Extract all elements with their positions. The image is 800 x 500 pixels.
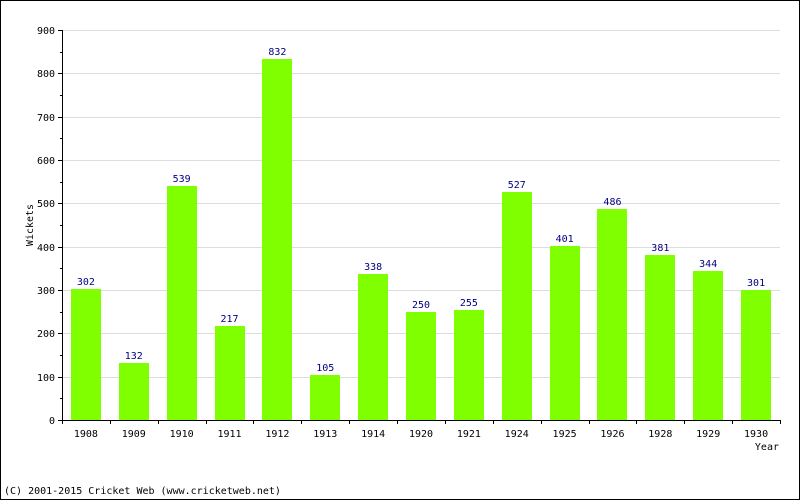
value-labels: 302 132 539 217 832 105 338 250 255 527 401 486 381 3… (77, 47, 765, 374)
y-tick-label: 100 (37, 373, 55, 384)
bar-1929 (693, 271, 723, 420)
bar-1924 (502, 192, 532, 420)
bar-1928 (645, 255, 675, 420)
bars (71, 59, 771, 421)
y-axis-label: Wickets (25, 204, 36, 246)
x-tick-label: 1920 (409, 429, 433, 440)
value-label-1911: 217 (221, 314, 239, 325)
value-label-1912: 832 (268, 47, 286, 58)
y-tick-labels: 0 100 200 300 400 500 600 700 800 900 (37, 26, 55, 427)
bar-1910 (167, 186, 197, 420)
x-tick-label: 1910 (170, 429, 194, 440)
bar-1926 (597, 209, 627, 420)
x-tick-label: 1908 (74, 429, 98, 440)
bar-1914 (358, 274, 388, 420)
y-tick-label: 500 (37, 199, 55, 210)
value-label-1913: 105 (316, 363, 334, 374)
y-tick-label: 700 (37, 113, 55, 124)
value-label-1910: 539 (173, 174, 191, 185)
x-tick-label: 1909 (122, 429, 146, 440)
x-axis-label: Year (755, 442, 779, 453)
bar-1912 (262, 59, 292, 420)
bar-1925 (550, 246, 580, 420)
x-tick-label: 1912 (265, 429, 289, 440)
bar-1911 (215, 326, 245, 420)
x-tick-label: 1921 (457, 429, 481, 440)
value-label-1925: 401 (556, 234, 574, 245)
x-tick-label: 1928 (648, 429, 672, 440)
value-label-1909: 132 (125, 351, 143, 362)
x-tick-label: 1926 (600, 429, 624, 440)
bar-1909 (119, 363, 149, 420)
copyright-footer: (C) 2001-2015 Cricket Web (www.cricketwe… (4, 486, 281, 497)
y-tick-label: 600 (37, 156, 55, 167)
x-tick-labels: 1908 1909 1910 1911 1912 1913 1914 1920 1921 1924… (74, 429, 768, 440)
value-label-1930: 301 (747, 278, 765, 289)
bar-1908 (71, 289, 101, 420)
x-tick-label: 1925 (553, 429, 577, 440)
y-tick-label: 400 (37, 243, 55, 254)
bar-1920 (406, 312, 436, 420)
value-label-1924: 527 (508, 180, 526, 191)
value-label-1929: 344 (699, 259, 717, 270)
y-tick-label: 900 (37, 26, 55, 37)
value-label-1914: 338 (364, 262, 382, 273)
y-tick-label: 200 (37, 329, 55, 340)
value-label-1926: 486 (603, 197, 621, 208)
x-tick-label: 1930 (744, 429, 768, 440)
x-tick-label: 1914 (361, 429, 385, 440)
bar-1913 (310, 375, 340, 421)
value-label-1928: 381 (651, 243, 669, 254)
bar-1930 (741, 290, 771, 420)
y-tick-label: 800 (37, 69, 55, 80)
x-tick-label: 1929 (696, 429, 720, 440)
x-tick-label: 1913 (313, 429, 337, 440)
x-tick-label: 1924 (505, 429, 529, 440)
bar-1921 (454, 310, 484, 421)
x-tick-label: 1911 (217, 429, 241, 440)
y-tick-label: 300 (37, 286, 55, 297)
value-label-1921: 255 (460, 298, 478, 309)
value-label-1908: 302 (77, 277, 95, 288)
y-tick-label: 0 (49, 416, 55, 427)
axes (58, 30, 781, 424)
value-label-1920: 250 (412, 300, 430, 311)
